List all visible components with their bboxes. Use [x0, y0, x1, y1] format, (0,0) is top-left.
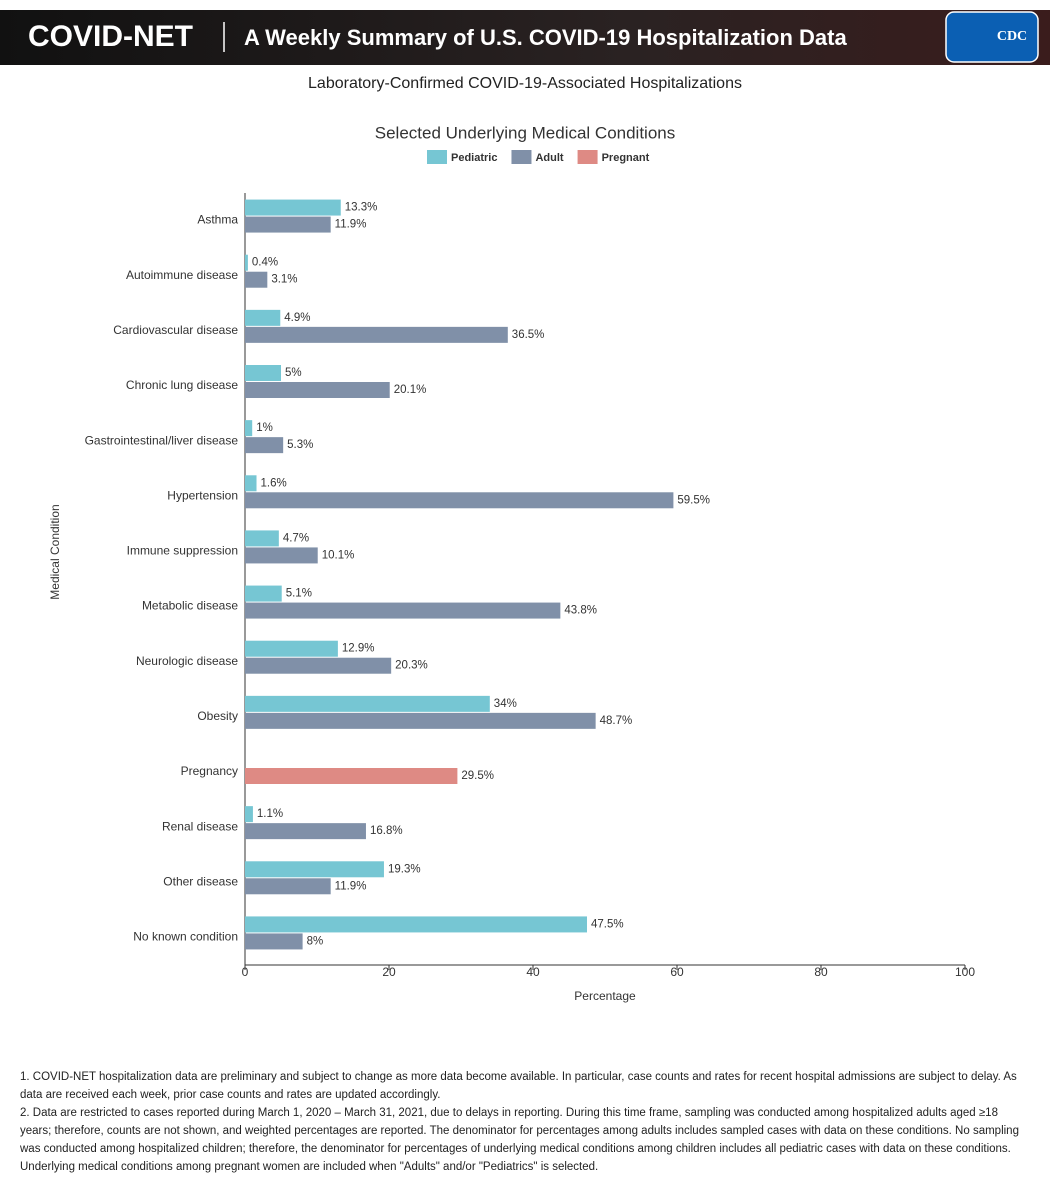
bar	[245, 933, 303, 950]
bar	[245, 437, 284, 454]
logo-text: CDC	[997, 29, 1027, 44]
bar	[245, 878, 331, 895]
cdc-logo[interactable]	[945, 11, 1039, 63]
legend-swatch[interactable]	[427, 150, 447, 164]
bar	[245, 547, 318, 564]
value-label: 29.5%	[461, 770, 494, 782]
chart: COVID-NET A Weekly Summary of U.S. COVID…	[0, 10, 1050, 1003]
y-tick-label: Autoimmune disease	[126, 268, 238, 282]
value-label: 59.5%	[677, 494, 710, 506]
footnote: 2. Data are restricted to cases reported…	[20, 1107, 1019, 1173]
bar	[245, 326, 508, 343]
bar	[245, 530, 279, 547]
footnote: 1. COVID-NET hospitalization data are pr…	[20, 1071, 1017, 1101]
bar	[245, 492, 674, 509]
bar	[245, 602, 561, 619]
value-label: 5%	[285, 367, 302, 379]
bar	[245, 916, 587, 933]
bar	[245, 861, 384, 878]
bar	[245, 475, 257, 492]
header-bar	[0, 10, 1050, 65]
subtitle: Laboratory-Confirmed COVID-19-Associated…	[308, 75, 742, 92]
y-tick-label: Renal disease	[162, 819, 238, 833]
value-label: 4.9%	[284, 312, 310, 324]
y-tick-label: Chronic lung disease	[126, 378, 238, 392]
y-tick-label: Obesity	[197, 709, 238, 723]
value-label: 13.3%	[345, 202, 378, 214]
bar	[245, 254, 248, 271]
bar	[245, 271, 268, 288]
bar	[245, 712, 596, 729]
y-tick-label: Neurologic disease	[136, 654, 238, 668]
bar	[245, 806, 253, 823]
value-label: 1.6%	[261, 477, 287, 489]
x-tick-label: 60	[670, 965, 684, 979]
value-label: 16.8%	[370, 825, 403, 837]
bar	[245, 216, 331, 233]
bar	[245, 420, 253, 437]
value-label: 1%	[256, 422, 273, 434]
value-label: 5.3%	[287, 439, 313, 451]
value-label: 48.7%	[600, 715, 633, 727]
y-tick-label: Metabolic disease	[142, 599, 238, 613]
y-tick-label: No known condition	[133, 930, 238, 944]
y-tick-label: Cardiovascular disease	[113, 323, 238, 337]
legend-swatch[interactable]	[511, 150, 532, 164]
bar	[245, 382, 390, 398]
value-label: 5.1%	[286, 588, 312, 600]
y-tick-label: Hypertension	[167, 488, 238, 502]
legend-swatch[interactable]	[577, 150, 598, 164]
y-tick-label: Gastrointestinal/liver disease	[85, 433, 239, 447]
value-label: 1.1%	[257, 808, 283, 820]
bar	[245, 309, 281, 326]
y-tick-label: Asthma	[197, 213, 238, 227]
bar	[245, 768, 458, 784]
x-tick-label: 0	[242, 965, 249, 979]
bar	[245, 640, 338, 657]
bar	[245, 585, 282, 602]
chart-title: Selected Underlying Medical Conditions	[375, 123, 676, 142]
x-axis-label: Percentage	[574, 989, 636, 1003]
y-tick-label: Immune suppression	[127, 544, 238, 558]
value-label: 0.4%	[252, 257, 278, 269]
bar	[245, 695, 490, 712]
legend-label[interactable]: Adult	[535, 152, 563, 164]
value-label: 47.5%	[591, 918, 624, 930]
y-tick-label: Pregnancy	[181, 764, 238, 778]
value-label: 11.9%	[335, 219, 367, 231]
bar	[245, 823, 366, 840]
value-label: 20.1%	[394, 384, 427, 396]
value-label: 3.1%	[271, 274, 297, 286]
value-label: 4.7%	[283, 532, 309, 544]
x-tick-label: 100	[955, 965, 975, 979]
bar	[245, 657, 392, 674]
legend-label[interactable]: Pregnant	[602, 152, 650, 164]
value-label: 11.9%	[335, 880, 367, 892]
x-tick-label: 40	[526, 965, 540, 979]
value-label: 19.3%	[388, 863, 421, 875]
value-label: 20.3%	[395, 660, 428, 672]
value-label: 10.1%	[322, 549, 355, 561]
x-tick-label: 80	[814, 965, 828, 979]
brand: COVID-NET	[28, 20, 193, 53]
legend-label[interactable]: Pediatric	[451, 152, 497, 164]
bar	[245, 199, 341, 216]
bar	[245, 365, 281, 381]
value-label: 36.5%	[512, 329, 545, 341]
footnotes: 1. COVID-NET hospitalization data are pr…	[20, 1068, 1020, 1176]
y-axis-label: Medical Condition	[48, 504, 62, 599]
value-label: 12.9%	[342, 643, 375, 655]
y-tick-label: Other disease	[163, 874, 238, 888]
value-label: 8%	[307, 935, 324, 947]
value-label: 34%	[494, 698, 517, 710]
x-tick-label: 20	[382, 965, 396, 979]
header-title: A Weekly Summary of U.S. COVID-19 Hospit…	[244, 25, 847, 50]
value-label: 43.8%	[564, 605, 597, 617]
